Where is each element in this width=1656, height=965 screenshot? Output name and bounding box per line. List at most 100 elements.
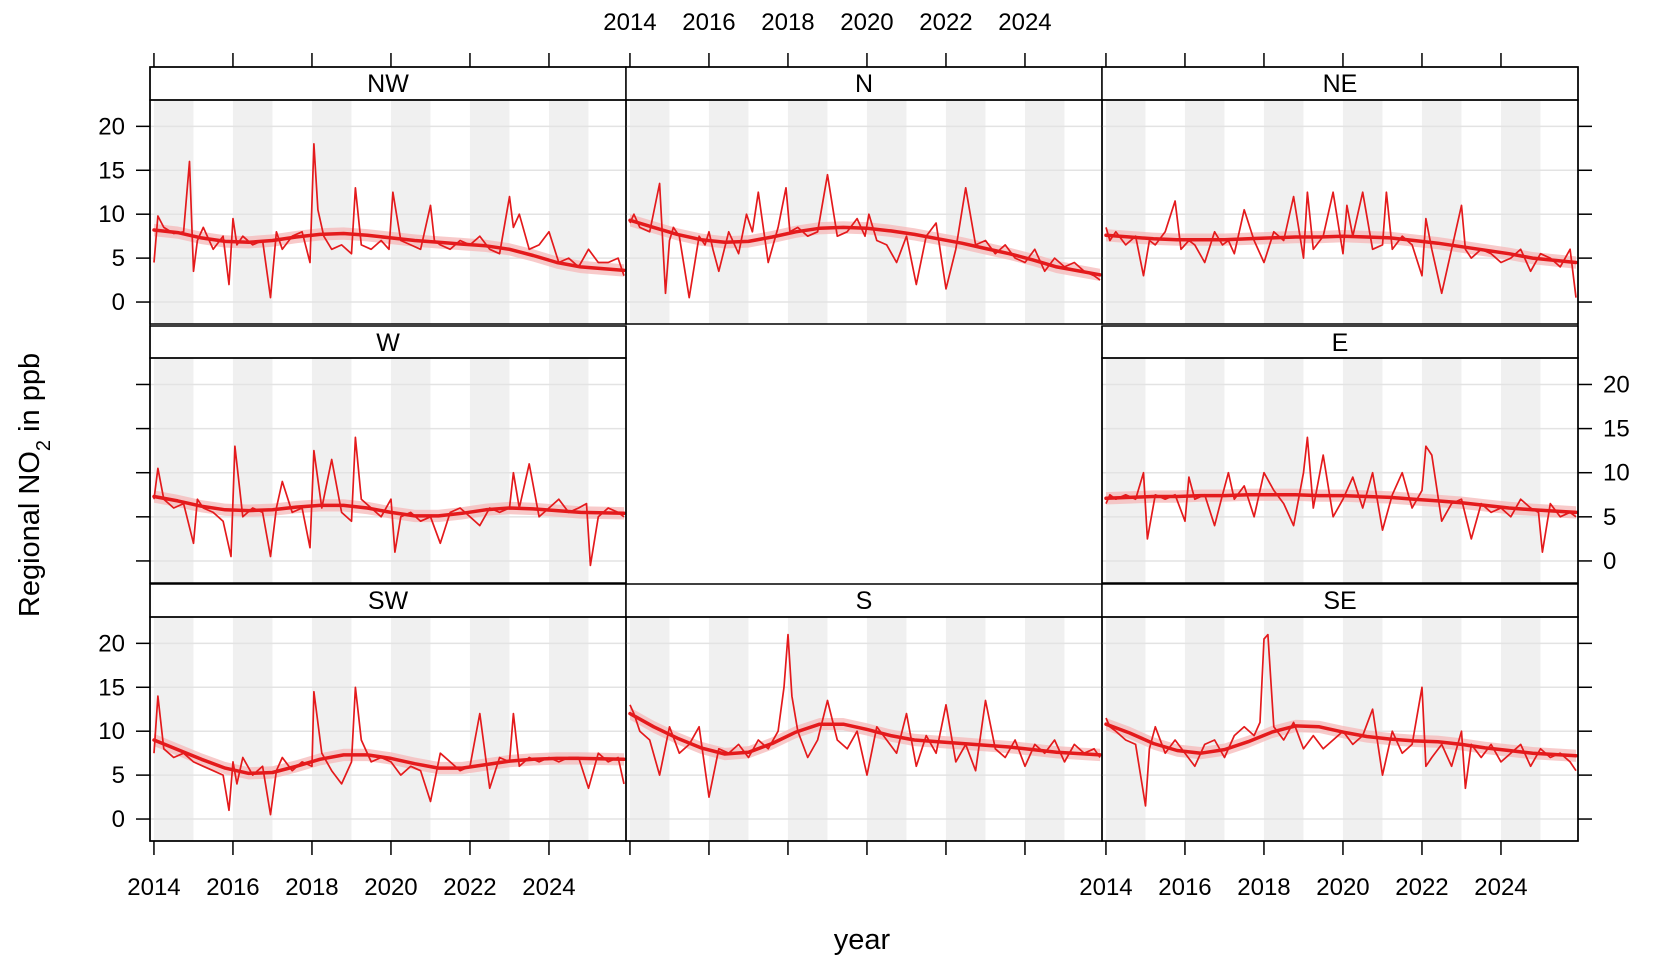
- year-band-2014: [153, 358, 194, 583]
- x-tick-label: 2022: [443, 874, 496, 901]
- year-band-2016: [1184, 358, 1225, 583]
- x-tick-label: 2018: [761, 9, 814, 36]
- strip-label: W: [376, 329, 400, 357]
- x-tick-label: 2018: [1237, 874, 1290, 901]
- x-tick-label: 2024: [1474, 874, 1527, 901]
- year-band-2020: [1342, 358, 1383, 583]
- x-tick-label: 2014: [603, 9, 656, 36]
- year-band-2014: [153, 100, 194, 324]
- year-band-2016: [232, 100, 273, 324]
- year-band-2022: [469, 100, 510, 324]
- y-axis-title: Regional NO2 in ppb: [14, 353, 55, 617]
- y-axis-right-row2: [1578, 642, 1592, 820]
- y-axis-left-row0: 0 5 10 15 20: [98, 113, 150, 316]
- x-axis-top-col1: 2014 2016 2018 2020 2022 2024: [603, 9, 1052, 67]
- series-line: [153, 436, 625, 567]
- trend-line: [1104, 233, 1578, 265]
- year-band-2014: [1105, 358, 1146, 583]
- year-band-2016: [1184, 100, 1225, 324]
- year-band-2014: [1105, 100, 1146, 324]
- y-tick-label: 10: [1603, 460, 1630, 487]
- year-band-2024: [1500, 617, 1541, 841]
- year-band-2014: [629, 100, 670, 324]
- y-axis-left-row2: 0 5 10 15 20: [98, 630, 150, 833]
- year-band-2018: [311, 358, 352, 583]
- year-band-2024: [548, 100, 589, 324]
- y-tick-label: 20: [98, 113, 125, 140]
- trend-line: [1104, 722, 1578, 758]
- x-tick-label: 2020: [364, 874, 417, 901]
- panel-se: SE: [1101, 583, 1579, 842]
- y-axis-right-row1: 0 5 10 15 20: [1578, 371, 1630, 575]
- x-axis-top-col0: [153, 53, 550, 67]
- y-axis-title-subscript: 2: [33, 440, 55, 451]
- year-band-2024: [548, 617, 589, 841]
- year-band-2016: [708, 617, 749, 841]
- x-axis-bottom-col1: [629, 841, 1026, 855]
- trend-line: [1104, 493, 1578, 515]
- strip-label: NE: [1323, 70, 1358, 98]
- panel-nw: NW: [149, 66, 627, 325]
- panel-sw: SW: [149, 583, 627, 842]
- y-tick-label: 15: [98, 674, 125, 701]
- y-tick-label: 15: [1603, 416, 1630, 443]
- year-band-2016: [232, 617, 273, 841]
- trend-line: [628, 218, 1102, 277]
- x-tick-label: 2024: [522, 874, 575, 901]
- x-tick-label: 2016: [1158, 874, 1211, 901]
- panel-s: S: [625, 583, 1103, 842]
- series-line: [153, 686, 625, 816]
- x-tick-label: 2020: [1316, 874, 1369, 901]
- strip-label: S: [856, 587, 873, 615]
- panel-ne: NE: [1101, 66, 1579, 325]
- x-axis-top-col2: [1105, 53, 1502, 67]
- trend-line: [152, 738, 626, 776]
- year-band-2024: [1024, 100, 1065, 324]
- strip-header: [149, 325, 627, 359]
- trend-line: [152, 494, 626, 518]
- year-band-2022: [1421, 358, 1462, 583]
- x-tick-label: 2016: [206, 874, 259, 901]
- x-tick-label: 2014: [127, 874, 180, 901]
- year-band-2014: [153, 617, 194, 841]
- panel-n: N: [625, 66, 1103, 325]
- year-band-2020: [390, 358, 431, 583]
- x-axis-bottom-col2: 2014 2016 2018 2020 2022 2024: [1079, 841, 1528, 901]
- y-axis-title-tail: in ppb: [14, 353, 46, 440]
- panel-e: E: [1101, 325, 1579, 584]
- y-tick-label: 15: [98, 157, 125, 184]
- panel-w: W: [149, 325, 627, 584]
- year-band-2016: [708, 100, 749, 324]
- y-tick-label: 20: [98, 630, 125, 657]
- trend-line: [152, 228, 626, 273]
- year-band-2022: [945, 100, 986, 324]
- trend-line: [628, 711, 1102, 757]
- year-band-2024: [1024, 617, 1065, 841]
- x-tick-label: 2014: [1079, 874, 1132, 901]
- strip-label: SE: [1323, 587, 1356, 615]
- strip-label: N: [855, 70, 873, 98]
- y-axis-title-main: Regional NO: [14, 451, 46, 617]
- year-band-2018: [1263, 100, 1304, 324]
- x-tick-label: 2024: [998, 9, 1051, 36]
- confidence-band: [154, 223, 624, 277]
- y-tick-label: 0: [1603, 548, 1616, 575]
- series-line: [1105, 436, 1577, 553]
- year-band-2020: [866, 100, 907, 324]
- confidence-band: [630, 707, 1100, 762]
- year-band-2022: [469, 358, 510, 583]
- year-band-2018: [1263, 358, 1304, 583]
- year-band-2022: [469, 617, 510, 841]
- panels-layer: NW N NE W E SW S SE: [149, 66, 1579, 842]
- y-tick-label: 10: [98, 718, 125, 745]
- y-tick-label: 5: [112, 245, 125, 272]
- x-axis-title: year: [834, 924, 891, 956]
- strip-label: E: [1332, 329, 1349, 357]
- y-tick-label: 5: [1603, 504, 1616, 531]
- y-tick-label: 20: [1603, 371, 1630, 398]
- year-band-2016: [232, 358, 273, 583]
- year-band-2022: [1421, 617, 1462, 841]
- year-band-2022: [1421, 100, 1462, 324]
- y-tick-label: 0: [112, 806, 125, 833]
